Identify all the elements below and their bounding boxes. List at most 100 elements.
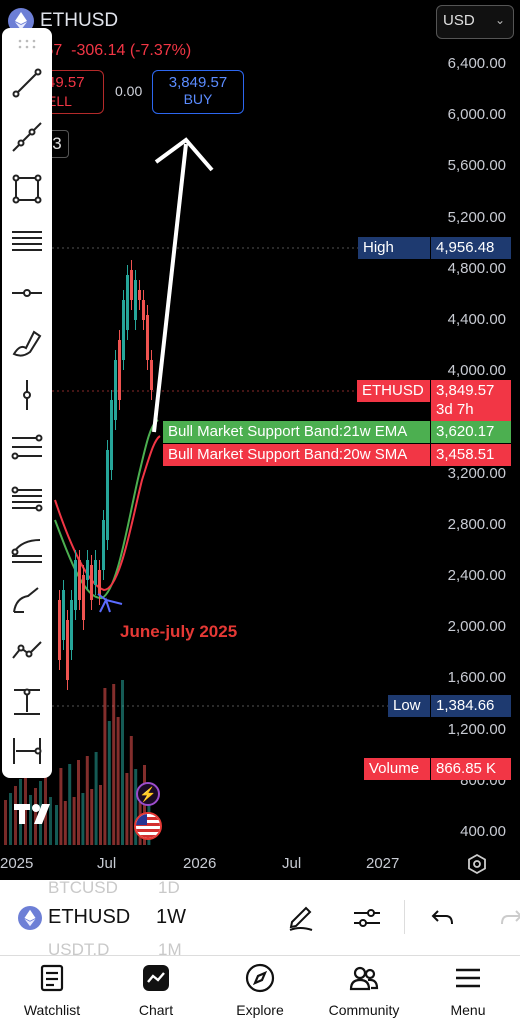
currency-select[interactable]: USD ⌄ [436,5,514,39]
spread-value: 0.00 [115,83,143,99]
time-tick-label: Jul [97,855,117,872]
price-tick-label: 5,200.00 [447,208,506,226]
brush-tool-icon[interactable] [10,326,44,360]
candle [122,300,125,360]
nav-label-menu: Menu [450,1002,486,1018]
volume-bar [29,795,32,845]
candle [74,560,77,610]
path-tool-icon[interactable] [10,634,44,668]
sma-label: Bull Market Support Band:20w SMA [163,444,430,466]
sell-label: ELL [47,93,72,109]
ghost-interval-above: 1D [158,878,180,897]
volume-bar [107,721,111,845]
pitchfork-tool-icon[interactable] [10,532,44,566]
curve-tool-icon[interactable] [10,584,44,618]
volume-bar [72,797,76,845]
horizontal-line-tool-icon[interactable] [10,276,44,310]
sma-value: 3,458.51 [431,444,511,466]
gann-fan-tool-icon[interactable] [10,482,44,516]
nav-chart[interactable]: Chart [104,956,208,1025]
candle [66,620,69,680]
undo-icon[interactable] [430,906,456,930]
bar-countdown: 3d 7h [431,399,511,421]
us-flag-icon[interactable] [134,812,162,840]
price-tick-label: 6,400.00 [447,55,506,72]
chart-area[interactable]: ETHUSD .57 -306.14 (-7.37%) USD ⌄ 49.57 … [0,0,520,880]
chart-icon [143,965,169,991]
volume-bar [85,756,89,845]
candle [82,575,85,620]
volume-bar [125,773,129,845]
symbol-picker[interactable]: ETHUSD [48,906,131,928]
drawing-toolbar [2,28,52,778]
redo-icon[interactable] [498,906,520,930]
currency-value: USD [443,12,475,29]
tradingview-logo-icon [14,802,60,828]
candle [62,590,65,640]
trend-line-tool-icon[interactable] [10,66,44,100]
fib-retracement-tool-icon[interactable] [10,430,44,464]
time-tick-label: 2026 [183,855,217,872]
volume-bar [4,800,7,845]
volume-bar [90,789,94,845]
pencil-icon[interactable] [286,902,316,932]
nav-label-community: Community [328,1002,400,1018]
candle [94,560,97,585]
buy-label: BUY [183,91,213,107]
volume-bar [34,788,37,845]
symbol-bar: BTCUSD 1D ETHUSD 1W USDT.D 1M [0,878,520,959]
indicators-settings-icon[interactable] [352,904,382,932]
price-tick-label: 4,000.00 [447,362,506,380]
price-tick-label: 2,400.00 [447,567,506,584]
volume-bar [94,752,98,845]
chart-settings-icon[interactable] [466,853,488,875]
price-tick-label: 2,800.00 [447,515,506,533]
high-value: 4,956.48 [431,237,511,259]
chevron-down-icon: ⌄ [494,13,505,27]
nav-menu[interactable]: Menu [416,956,520,1025]
candle [102,520,105,570]
volume-bar [63,801,67,845]
people-icon [349,966,379,991]
annotation-text[interactable]: June-july 2025 [120,622,238,641]
time-tick-label: 2027 [366,855,400,872]
buy-button[interactable]: 3,849.57 BUY [152,70,244,114]
price-tick-label: 3,200.00 [447,464,506,482]
nav-explore[interactable]: Explore [208,956,312,1025]
sell-price: 49.57 [47,74,85,91]
low-value: 1,384.66 [431,695,511,717]
high-label: High [358,237,430,259]
candle [146,315,149,360]
volume-bar [121,680,124,845]
volume-bar [49,797,52,845]
bottom-navigation: Watchlist Chart Explore Community Menu [0,955,520,1025]
time-tick-label: Jul [282,855,302,872]
price-range-tool-icon[interactable] [10,684,44,718]
drag-handle-icon[interactable] [17,36,37,49]
volume-bar [99,785,102,845]
annotation-mark [99,597,111,613]
nav-label-explore: Explore [236,1002,284,1018]
rectangle-tool-icon[interactable] [10,172,44,206]
parallel-channel-tool-icon[interactable] [10,224,44,258]
volume-bar [134,769,138,845]
ema-label: Bull Market Support Band:21w EMA [163,421,430,443]
sell-button[interactable]: 49.57 ELL [18,70,104,114]
ethusd-label: ETHUSD [357,380,430,402]
ema-value: 3,620.17 [431,421,511,443]
nav-watchlist[interactable]: Watchlist [0,956,104,1025]
nav-community[interactable]: Community [312,956,416,1025]
candle [78,560,81,600]
candle [90,565,93,600]
lightning-icon[interactable]: ⚡ [136,782,160,806]
date-range-tool-icon[interactable] [10,734,44,768]
price-tick-label: 4,800.00 [447,259,506,277]
vertical-line-tool-icon[interactable] [10,378,44,412]
interval-picker[interactable]: 1W [156,906,186,928]
header-change: .57 -306.14 (-7.37%) [40,42,192,59]
ray-tool-icon[interactable] [10,120,44,154]
candle [110,400,113,470]
partial-panel[interactable]: 3 [46,130,69,158]
nav-label-chart: Chart [138,1002,174,1018]
candle [106,450,109,540]
